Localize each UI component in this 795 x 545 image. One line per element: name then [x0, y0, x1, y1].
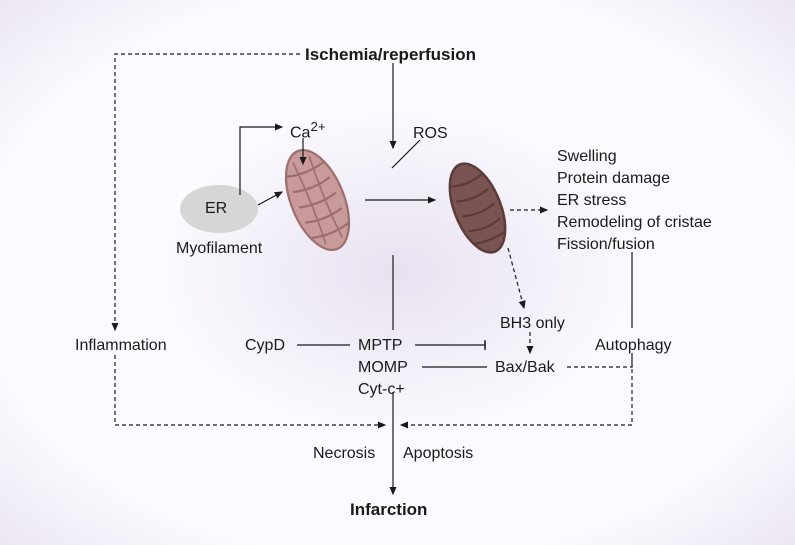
label-baxbak: Bax/Bak: [495, 359, 555, 377]
label-er: ER: [205, 200, 227, 218]
label-myofilament: Myofilament: [176, 240, 262, 258]
mitochondrion-light: [257, 133, 377, 267]
label-swelling: Swelling: [557, 148, 617, 166]
arrow-bax_to_autophagy: [567, 353, 632, 367]
label-ca2-text: Ca: [290, 124, 310, 141]
arrow-layer: [0, 0, 795, 545]
label-fission: Fission/fusion: [557, 236, 655, 254]
label-title: Ischemia/reperfusion: [305, 45, 476, 65]
label-autophagy: Autophagy: [595, 337, 672, 355]
label-ca2: Ca2+: [290, 119, 326, 142]
label-infarction: Infarction: [350, 500, 427, 520]
label-momp: MOMP: [358, 359, 408, 377]
label-ca2-sup: 2+: [310, 119, 325, 134]
arrow-mito_dark_to_bh3: [508, 248, 524, 308]
label-cytc: Cyt-c+: [358, 381, 405, 399]
label-protein-damage: Protein damage: [557, 170, 670, 188]
label-necrosis: Necrosis: [313, 445, 375, 463]
background-svg: [0, 0, 795, 545]
label-cypd: CypD: [245, 337, 285, 355]
label-ros: ROS: [413, 125, 448, 143]
label-er-stress: ER stress: [557, 192, 626, 210]
label-remodeling: Remodeling of cristae: [557, 214, 712, 232]
label-mptp: MPTP: [358, 337, 402, 355]
mitochondrion-dark: [424, 148, 531, 269]
label-inflammation: Inflammation: [75, 337, 167, 355]
label-apoptosis: Apoptosis: [403, 445, 473, 463]
arrow-ros_to_mito: [392, 140, 420, 168]
diagram-canvas: Ischemia/reperfusion Ca2+ ROS ER Myofila…: [0, 0, 795, 545]
arrow-inflammation_dash: [115, 355, 385, 425]
label-bh3: BH3 only: [500, 315, 565, 333]
